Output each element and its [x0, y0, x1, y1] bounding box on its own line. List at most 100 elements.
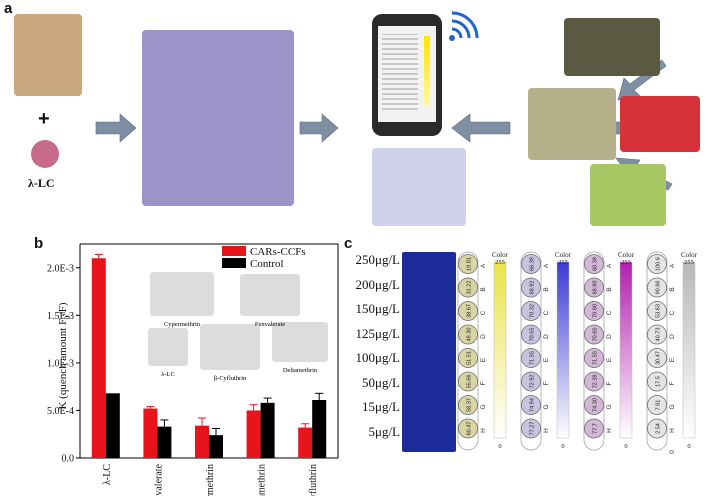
color-max-label: 255	[495, 259, 505, 266]
legend-label-cars: CARs-CCFs	[250, 246, 306, 258]
well-value: 40.73	[656, 328, 662, 342]
structure-image-deltamethrin	[272, 322, 328, 362]
row-letter: D	[480, 334, 487, 339]
structure-image-lc	[148, 328, 188, 366]
well	[458, 277, 478, 298]
panel-label-a: a	[4, 0, 13, 17]
color-label: Color	[492, 251, 509, 259]
color-label: Color	[681, 251, 698, 259]
color-strip-3: 100.6 A 90.86 B 53.63 C 40.73 D 30.47 E 17.5 F 7.61 G…	[646, 251, 698, 454]
row-letter: G	[543, 404, 550, 409]
color-gradient-bar	[619, 261, 633, 439]
legend-label-control: Control	[250, 258, 284, 270]
row-letter: E	[543, 357, 550, 362]
concentration-label: 50μg/L	[361, 374, 400, 390]
apple-image-placeholder	[620, 96, 700, 152]
well-value: 74.30	[593, 398, 599, 412]
color-max-label: 255	[621, 259, 631, 266]
color-min-label: 0	[561, 443, 564, 450]
phone-well-grid	[382, 34, 418, 110]
y-axis-label-end: /F)	[57, 302, 69, 315]
well	[458, 254, 478, 274]
vials-image-placeholder	[528, 88, 616, 160]
arrow-3	[451, 113, 511, 143]
structure-image-cypermethrin	[150, 272, 214, 316]
row-letter: G	[606, 404, 613, 409]
row-letter: C	[669, 310, 676, 315]
row-letter: F	[480, 381, 487, 385]
row-letter: H	[543, 428, 550, 433]
well-value: 70.55	[530, 328, 536, 342]
x-tick-labels: λ-LC Fenvalerate Cypermethrin Deltamethrin β…	[102, 463, 319, 496]
y-tick-label: 5.0E-4	[47, 406, 74, 417]
well	[647, 371, 667, 392]
concentration-label: 200μg/L	[355, 276, 400, 292]
well	[647, 348, 667, 368]
row-letter: H	[669, 428, 676, 433]
smartphone	[372, 14, 442, 136]
y-axis-label: K (quench amount F0/F)	[57, 302, 72, 409]
row-letter: E	[606, 357, 613, 362]
color-strip-0: 19.81 A 31.22 B 38.67 C 49.30 D 51.51 E 55.66 F 58.3…	[457, 251, 509, 451]
well-value: 30.47	[656, 351, 662, 365]
well-value: 77.27	[530, 422, 536, 436]
x-tick-label: β-Cyfluthrin	[308, 464, 319, 496]
well	[521, 254, 541, 274]
color-strip-2: 68.39 A 68.90 B 70.80 C 70.65 D 71.55 E 72.38 F 74.3…	[583, 251, 635, 451]
x-tick-label: λ-LC	[102, 464, 113, 485]
x-tick-label: Deltamethrin	[257, 464, 268, 496]
concentration-label: 250μg/L	[355, 252, 400, 267]
y-tick-label: 0.0	[62, 454, 75, 465]
row-letter: A	[480, 263, 487, 268]
well	[458, 301, 478, 321]
well	[647, 324, 667, 345]
bar-1-1	[157, 426, 172, 458]
structure-image-fenvalerate	[240, 274, 300, 316]
bar-1-4	[312, 399, 327, 458]
legend-swatch-cars	[222, 246, 246, 256]
row-letter: H	[480, 428, 487, 433]
structure-label-fenvalerate: Fenvalerate	[255, 321, 285, 328]
well	[647, 418, 667, 439]
concentration-label: 150μg/L	[355, 301, 400, 316]
row-letter: B	[543, 287, 550, 291]
color-min-label: 0	[498, 443, 501, 450]
well	[458, 348, 478, 368]
well-value: 38.67	[467, 304, 473, 318]
color-min-label: 0	[624, 443, 627, 450]
well	[584, 277, 604, 298]
row-letter: F	[606, 381, 613, 385]
well	[584, 254, 604, 274]
well	[647, 277, 667, 298]
well	[458, 324, 478, 345]
nanoparticle-image-placeholder	[142, 30, 294, 206]
structure-label-lc: λ-LC	[161, 371, 175, 378]
color-strips: 19.81 A 31.22 B 38.67 C 49.30 D 51.51 E 55.66 F 58.3…	[457, 251, 698, 454]
well-value: 51.51	[467, 351, 473, 365]
panel-label-b: b	[34, 235, 44, 252]
color-gradient-bar	[493, 261, 507, 439]
strip-extra-label: 0	[669, 450, 676, 454]
well	[458, 371, 478, 392]
y-tick-label: 1.0E-3	[47, 358, 74, 369]
well-value: 77.7	[593, 423, 599, 434]
bar-0-0	[91, 258, 106, 458]
color-max-label: 255	[684, 259, 694, 266]
well-value: 72.38	[593, 375, 599, 389]
well-value: 100.6	[656, 257, 662, 271]
row-letter: D	[543, 334, 550, 339]
well	[521, 371, 541, 392]
row-letter: G	[480, 404, 487, 409]
well-value: 68.39	[593, 257, 599, 271]
structure-image-cyfluthrin	[200, 324, 260, 370]
well-value: 71.55	[593, 351, 599, 365]
well	[521, 418, 541, 439]
well-value: 58.37	[467, 398, 473, 412]
row-letter: A	[669, 263, 676, 268]
well	[521, 395, 541, 415]
well	[584, 324, 604, 345]
well	[521, 277, 541, 298]
well	[584, 348, 604, 368]
bar-0-4	[298, 427, 313, 458]
row-letter: E	[669, 357, 676, 362]
